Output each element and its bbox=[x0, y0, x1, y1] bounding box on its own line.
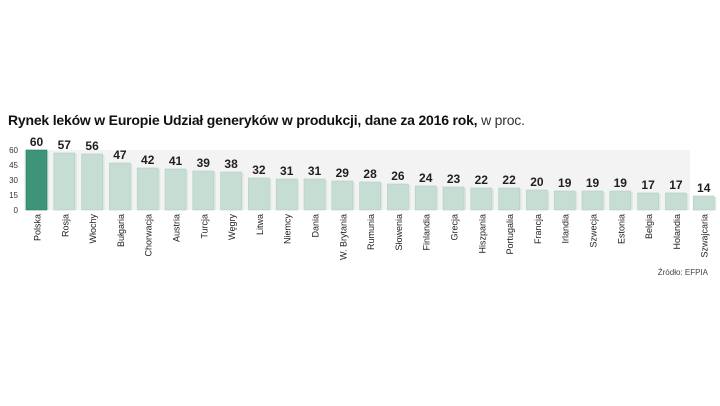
value-label: 57 bbox=[58, 138, 72, 152]
category-label: Turcja bbox=[199, 214, 209, 239]
bar-Słowenia bbox=[387, 183, 409, 211]
bar-Chorwacja bbox=[136, 167, 159, 211]
value-label: 47 bbox=[113, 148, 127, 162]
bar-Bułgaria bbox=[109, 162, 131, 211]
bar-Belgia bbox=[637, 192, 659, 211]
bar-Rosja bbox=[53, 152, 76, 211]
bar-Irlandia bbox=[553, 190, 576, 211]
category-label: Polska bbox=[33, 214, 43, 241]
chart-title: Rynek leków w Europie Udział generyków w… bbox=[8, 112, 525, 128]
value-label: 56 bbox=[85, 139, 99, 153]
chart-title-main: Rynek leków w Europie Udział generyków w… bbox=[8, 112, 478, 128]
bar-Austria bbox=[164, 168, 187, 211]
bar-Węgry bbox=[220, 171, 242, 211]
value-label: 17 bbox=[669, 178, 683, 192]
y-tick-label: 30 bbox=[9, 176, 18, 185]
value-label: 26 bbox=[391, 169, 405, 183]
y-tick-label: 45 bbox=[9, 161, 18, 170]
value-label: 22 bbox=[502, 173, 516, 187]
bar-Hiszpania bbox=[470, 187, 493, 211]
category-label: Węgry bbox=[227, 214, 237, 241]
value-label: 31 bbox=[308, 164, 322, 178]
value-label: 17 bbox=[641, 178, 655, 192]
category-label: Włochy bbox=[88, 214, 98, 244]
bar-Rumunia bbox=[359, 181, 381, 211]
value-label: 31 bbox=[280, 164, 294, 178]
bar-Litwa bbox=[248, 177, 270, 211]
category-label: W. Brytania bbox=[338, 214, 348, 260]
category-label: Litwa bbox=[255, 214, 265, 235]
value-label: 19 bbox=[586, 176, 600, 190]
value-label: 28 bbox=[363, 167, 377, 181]
value-label: 38 bbox=[224, 157, 238, 171]
category-label: Słowenia bbox=[394, 214, 404, 251]
bar-Niemcy bbox=[275, 178, 298, 211]
bar-Holandia bbox=[665, 192, 687, 211]
value-label: 60 bbox=[30, 135, 44, 149]
value-label: 14 bbox=[697, 181, 711, 195]
bar-Francja bbox=[526, 189, 548, 211]
source-note: Źródło: EFPIA bbox=[657, 268, 708, 277]
bar-Szwecja bbox=[581, 190, 604, 211]
category-label: Rosja bbox=[60, 214, 70, 237]
bar-Polska bbox=[25, 149, 48, 211]
y-tick-label: 0 bbox=[14, 206, 19, 215]
value-label: 23 bbox=[447, 172, 461, 186]
bar-Estonia bbox=[609, 190, 632, 211]
value-label: 24 bbox=[419, 171, 433, 185]
bar-Turcja bbox=[192, 170, 215, 211]
value-label: 20 bbox=[530, 175, 544, 189]
bar-Grecja bbox=[442, 186, 465, 211]
bar-Szwajcaria bbox=[692, 195, 715, 211]
bar-Włochy bbox=[81, 153, 103, 211]
value-label: 42 bbox=[141, 153, 155, 167]
value-label: 22 bbox=[475, 173, 489, 187]
category-label: Portugalia bbox=[505, 214, 515, 255]
value-label: 19 bbox=[614, 176, 628, 190]
plot-background bbox=[24, 150, 690, 210]
bar-Finlandia bbox=[414, 185, 437, 211]
category-label: Austria bbox=[172, 214, 182, 242]
category-label: Estonia bbox=[616, 214, 626, 244]
category-label: Niemcy bbox=[283, 214, 293, 245]
bar-W. Brytania bbox=[331, 180, 354, 211]
bar-Portugalia bbox=[498, 187, 520, 211]
category-label: Dania bbox=[311, 214, 321, 238]
chart-title-unit: w proc. bbox=[481, 112, 525, 128]
category-label: Grecja bbox=[450, 214, 460, 241]
category-label: Chorwacja bbox=[144, 214, 154, 257]
value-label: 29 bbox=[336, 166, 350, 180]
category-label: Irlandia bbox=[561, 214, 571, 244]
value-label: 39 bbox=[197, 156, 211, 170]
value-label: 41 bbox=[169, 154, 183, 168]
category-label: Hiszpania bbox=[477, 214, 487, 254]
category-label: Francja bbox=[533, 214, 543, 244]
y-tick-label: 15 bbox=[9, 191, 18, 200]
category-label: Szwajcaria bbox=[700, 214, 710, 258]
category-label: Belgia bbox=[644, 214, 654, 239]
y-tick-label: 60 bbox=[9, 146, 18, 155]
category-label: Rumunia bbox=[366, 214, 376, 250]
category-label: Holandia bbox=[672, 214, 682, 250]
category-label: Finlandia bbox=[422, 214, 432, 251]
bar-Dania bbox=[303, 178, 326, 211]
value-label: 19 bbox=[558, 176, 572, 190]
category-label: Bułgaria bbox=[116, 214, 126, 247]
value-label: 32 bbox=[252, 163, 266, 177]
category-label: Szwecja bbox=[589, 214, 599, 248]
